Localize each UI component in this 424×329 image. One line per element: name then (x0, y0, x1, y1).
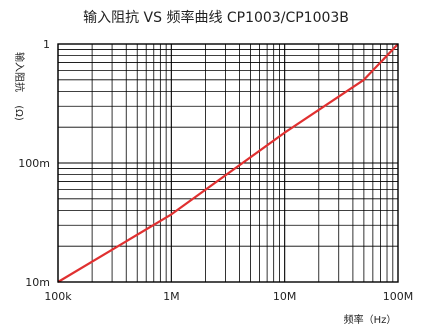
x-tick-label: 1M (163, 290, 180, 303)
series-layer (57, 43, 399, 283)
y-tick-label: 10m (25, 276, 50, 289)
plot-frame (57, 43, 399, 283)
chart-title: 输入阻抗 VS 频率曲线 CP1003/CP1003B (83, 9, 349, 26)
x-axis-label: 频率（Hz） (344, 313, 397, 326)
tick-labels: 100k 1M 10M 100M 10m 100m 1 (18, 38, 413, 303)
x-tick-label: 100k (44, 290, 72, 303)
impedance-series-line (57, 43, 399, 283)
y-axis-unit: (Ω) (13, 105, 24, 121)
x-tick-label: 100M (383, 290, 414, 303)
plot-grid (57, 44, 398, 283)
y-tick-label: 100m (18, 157, 50, 170)
y-tick-label: 1 (43, 38, 50, 51)
x-tick-label: 10M (273, 290, 297, 303)
y-axis-label: 输入阻抗 (13, 52, 26, 92)
